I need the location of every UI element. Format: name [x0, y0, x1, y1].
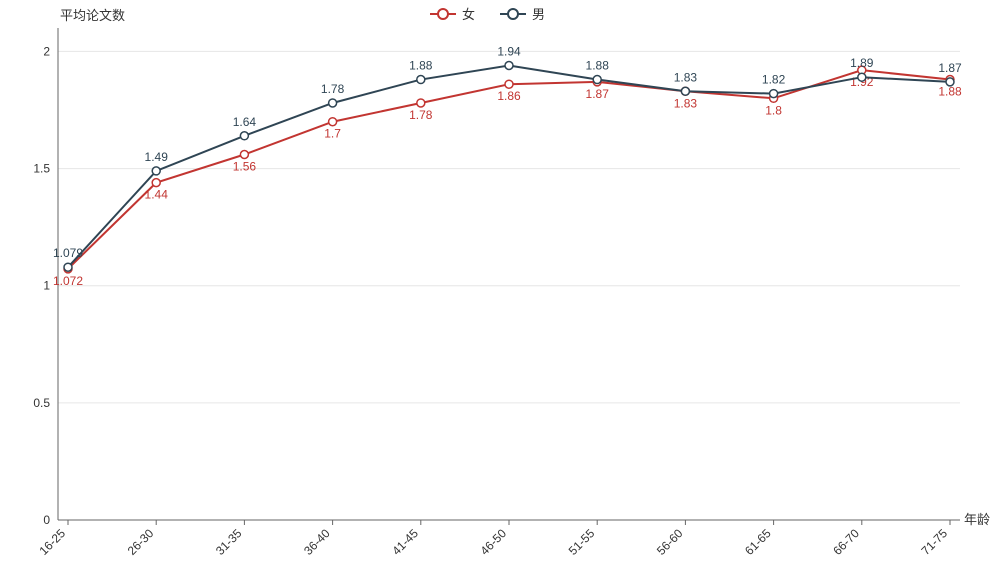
y-axis-label: 平均论文数: [60, 8, 125, 23]
data-label-male: 1.88: [586, 59, 610, 73]
series-marker-male: [64, 263, 72, 271]
data-label-female: 1.7: [324, 127, 341, 141]
series-marker-female: [240, 151, 248, 159]
series-marker-male: [770, 90, 778, 98]
data-label-male: 1.88: [409, 59, 433, 73]
legend-marker-male: [508, 9, 518, 19]
chart-svg: 00.511.52平均论文数16-2526-3031-3536-4041-454…: [0, 0, 996, 574]
line-chart: 00.511.52平均论文数16-2526-3031-3536-4041-454…: [0, 0, 996, 574]
series-marker-male: [681, 87, 689, 95]
series-marker-female: [152, 179, 160, 187]
series-marker-female: [505, 80, 513, 88]
series-marker-male: [593, 76, 601, 84]
y-tick-label: 0.5: [33, 396, 50, 410]
series-marker-male: [152, 167, 160, 175]
y-tick-label: 1.5: [33, 162, 50, 176]
series-marker-male: [240, 132, 248, 140]
data-label-male: 1.079: [53, 246, 83, 260]
series-marker-male: [329, 99, 337, 107]
data-label-female: 1.44: [145, 188, 169, 202]
data-label-female: 1.87: [586, 87, 610, 101]
legend-marker-female: [438, 9, 448, 19]
data-label-male: 1.89: [850, 56, 874, 70]
data-label-male: 1.82: [762, 73, 786, 87]
data-label-female: 1.072: [53, 274, 83, 288]
data-label-male: 1.78: [321, 82, 345, 96]
data-label-male: 1.94: [497, 44, 521, 58]
data-label-male: 1.49: [145, 150, 169, 164]
x-axis-label: 年龄: [964, 512, 990, 527]
series-marker-female: [417, 99, 425, 107]
data-label-female: 1.83: [674, 96, 698, 110]
y-tick-label: 1: [43, 279, 50, 293]
y-tick-label: 2: [43, 44, 50, 58]
data-label-male: 1.87: [938, 61, 962, 75]
series-marker-male: [505, 61, 513, 69]
y-tick-label: 0: [43, 513, 50, 527]
legend-label-female: 女: [462, 7, 475, 22]
data-label-female: 1.8: [765, 103, 782, 117]
series-marker-male: [417, 76, 425, 84]
data-label-female: 1.78: [409, 108, 433, 122]
series-marker-female: [329, 118, 337, 126]
series-marker-male: [858, 73, 866, 81]
data-label-male: 1.64: [233, 115, 257, 129]
data-label-male: 1.83: [674, 70, 698, 84]
legend-label-male: 男: [532, 7, 545, 22]
series-marker-male: [946, 78, 954, 86]
data-label-female: 1.56: [233, 160, 257, 174]
data-label-female: 1.88: [938, 85, 962, 99]
data-label-female: 1.86: [497, 89, 521, 103]
